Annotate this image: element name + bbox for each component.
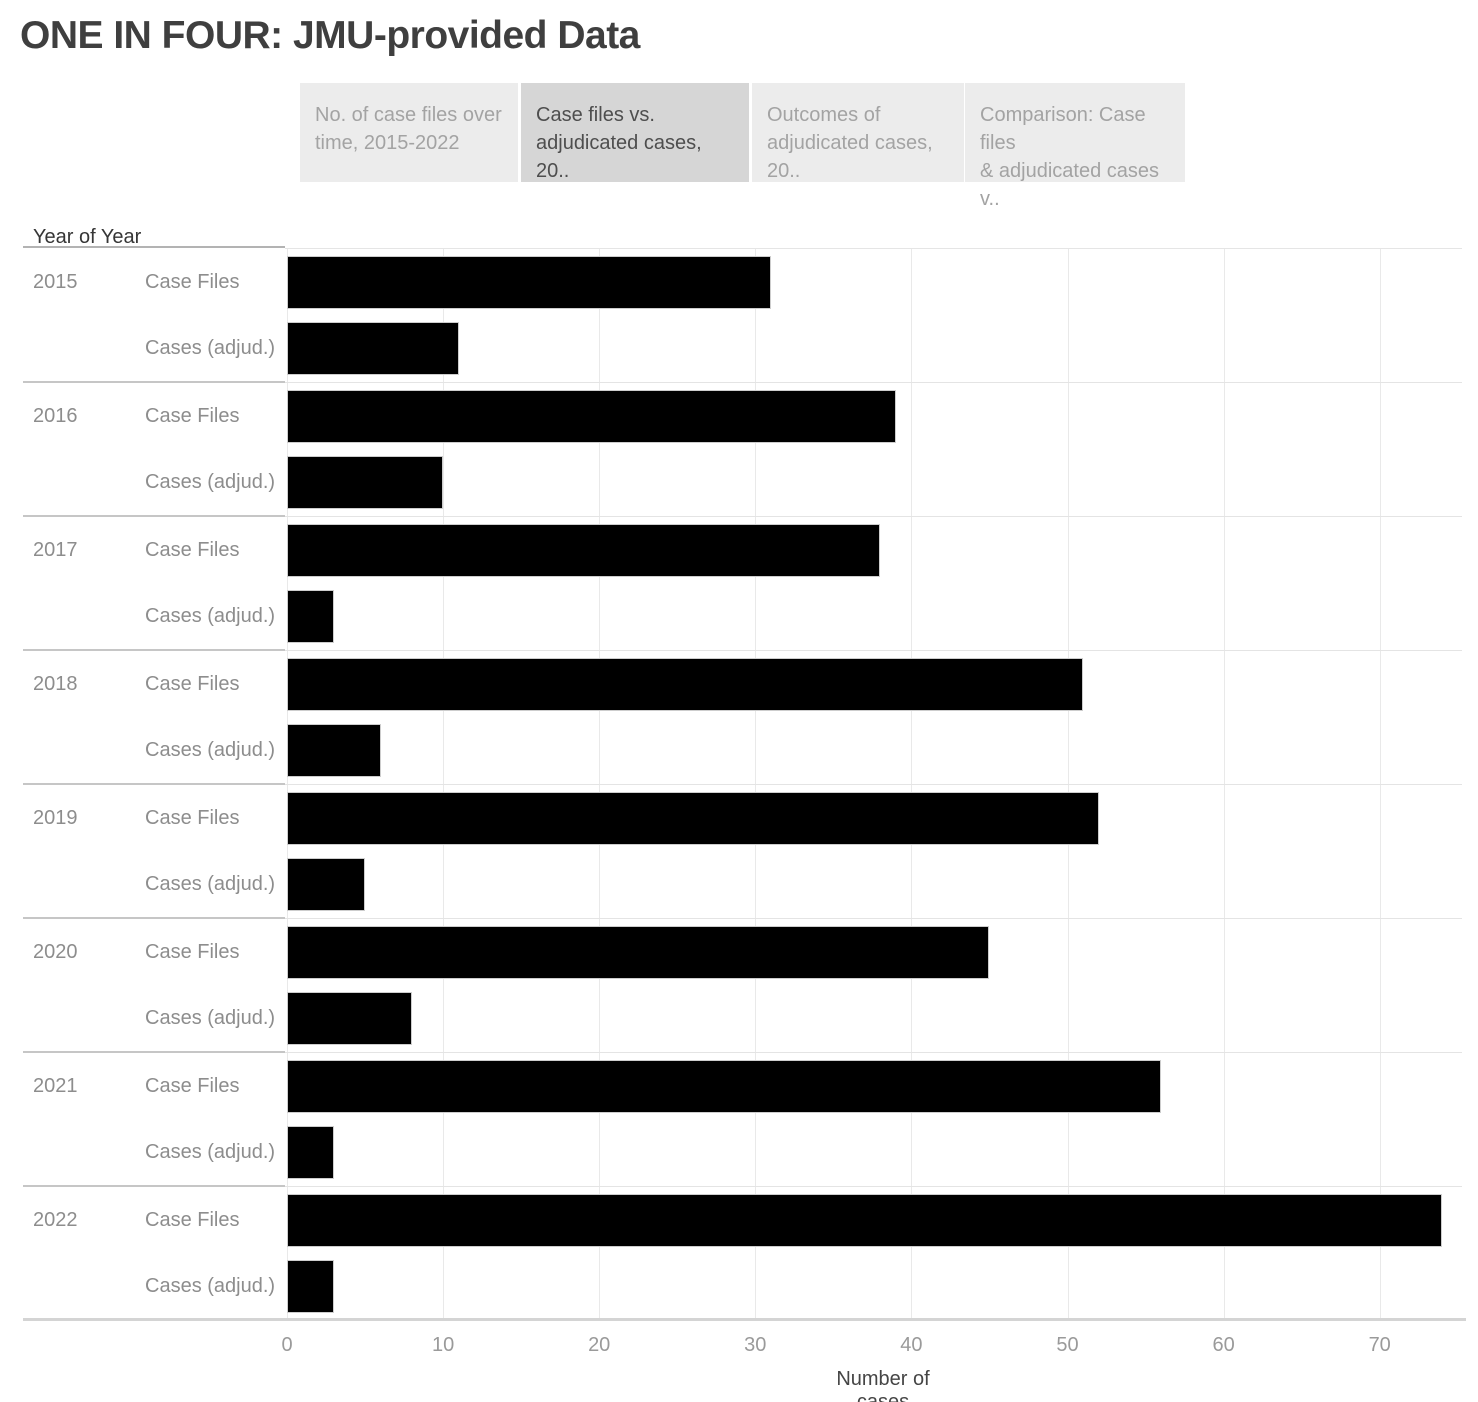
bar-cases-adjud-2020[interactable] bbox=[287, 992, 412, 1045]
row-header-year-of-year: Year of Year bbox=[33, 226, 142, 248]
tab-case-files-vs-adjudicated[interactable]: Case files vs. adjudicated cases, 20.. bbox=[521, 83, 749, 182]
series-label-case-files: Case Files bbox=[145, 539, 240, 561]
tab-label-line: adjudicated cases, 20.. bbox=[767, 132, 933, 182]
tab-label-line: adjudicated cases, 20.. bbox=[536, 132, 702, 182]
year-label-2022: 2022 bbox=[33, 1209, 78, 1231]
series-label-cases-adjud: Cases (adjud.) bbox=[145, 337, 276, 359]
bar-case-files-2015[interactable] bbox=[287, 256, 771, 309]
x-tick-60: 60 bbox=[1212, 1334, 1235, 1356]
gridline-60 bbox=[1223, 249, 1225, 1318]
series-label-cases-adjud: Cases (adjud.) bbox=[145, 739, 276, 761]
bar-case-files-2019[interactable] bbox=[287, 792, 1099, 845]
year-label-2017: 2017 bbox=[33, 539, 78, 561]
year-separator-right bbox=[285, 516, 1462, 517]
year-separator-left bbox=[23, 381, 285, 383]
x-tick-40: 40 bbox=[900, 1334, 923, 1356]
tab-label-line: time, 2015-2022 bbox=[315, 132, 460, 154]
tab-label-line: Case files vs. bbox=[536, 104, 655, 126]
series-label-case-files: Case Files bbox=[145, 405, 240, 427]
year-separator-right bbox=[285, 1052, 1462, 1053]
x-tick-0: 0 bbox=[281, 1334, 293, 1356]
year-label-2020: 2020 bbox=[33, 941, 78, 963]
series-label-case-files: Case Files bbox=[145, 941, 240, 963]
x-tick-30: 30 bbox=[744, 1334, 767, 1356]
tab-label-line: No. of case files over bbox=[315, 104, 502, 126]
year-separator-right bbox=[285, 784, 1462, 785]
gridline-30 bbox=[755, 249, 757, 1318]
x-tick-70: 70 bbox=[1368, 1334, 1391, 1356]
bar-cases-adjud-2017[interactable] bbox=[287, 590, 334, 643]
bar-cases-adjud-2019[interactable] bbox=[287, 858, 365, 911]
tab-label-line: Comparison: Case files bbox=[980, 104, 1146, 154]
bar-cases-adjud-2022[interactable] bbox=[287, 1260, 334, 1313]
bar-case-files-2021[interactable] bbox=[287, 1060, 1161, 1113]
series-label-case-files: Case Files bbox=[145, 807, 240, 829]
year-separator-right bbox=[285, 650, 1462, 651]
x-tick-20: 20 bbox=[588, 1334, 611, 1356]
year-separator-left bbox=[23, 783, 285, 785]
series-label-case-files: Case Files bbox=[145, 1075, 240, 1097]
row-header-underline bbox=[23, 246, 285, 248]
series-label-cases-adjud: Cases (adjud.) bbox=[145, 1007, 276, 1029]
gridline-70 bbox=[1379, 249, 1381, 1318]
gridline-40 bbox=[911, 249, 913, 1318]
series-label-case-files: Case Files bbox=[145, 673, 240, 695]
x-axis-line bbox=[23, 1318, 1466, 1321]
gridline-50 bbox=[1067, 249, 1069, 1318]
tab-label-line: & adjudicated cases v.. bbox=[980, 160, 1160, 210]
series-label-cases-adjud: Cases (adjud.) bbox=[145, 471, 276, 493]
bar-case-files-2016[interactable] bbox=[287, 390, 896, 443]
x-axis-title: Number of cases bbox=[836, 1368, 930, 1402]
year-label-2016: 2016 bbox=[33, 405, 78, 427]
year-separator-left bbox=[23, 1051, 285, 1053]
year-separator-right bbox=[285, 382, 1462, 383]
tab-label-line: Outcomes of bbox=[767, 104, 881, 126]
year-label-2018: 2018 bbox=[33, 673, 78, 695]
bar-case-files-2020[interactable] bbox=[287, 926, 989, 979]
bar-case-files-2017[interactable] bbox=[287, 524, 880, 577]
year-separator-right bbox=[285, 918, 1462, 919]
tab-comparison[interactable]: Comparison: Case files & adjudicated cas… bbox=[965, 83, 1185, 210]
bar-case-files-2022[interactable] bbox=[287, 1194, 1442, 1247]
gridline-0 bbox=[287, 249, 288, 1318]
bar-cases-adjud-2015[interactable] bbox=[287, 322, 459, 375]
tab-no-of-case-files-over-time[interactable]: No. of case files over time, 2015-2022 bbox=[300, 83, 518, 182]
year-separator-left bbox=[23, 515, 285, 517]
series-label-case-files: Case Files bbox=[145, 1209, 240, 1231]
series-label-case-files: Case Files bbox=[145, 271, 240, 293]
bar-case-files-2018[interactable] bbox=[287, 658, 1083, 711]
bar-cases-adjud-2018[interactable] bbox=[287, 724, 381, 777]
year-separator-right bbox=[285, 1186, 1462, 1187]
gridline-20 bbox=[599, 249, 601, 1318]
tab-outcomes-of-adjudicated[interactable]: Outcomes of adjudicated cases, 20.. bbox=[752, 83, 964, 182]
series-label-cases-adjud: Cases (adjud.) bbox=[145, 1141, 276, 1163]
year-label-2021: 2021 bbox=[33, 1075, 78, 1097]
year-separator-left bbox=[23, 649, 285, 651]
year-separator-left bbox=[23, 1185, 285, 1187]
page-title: ONE IN FOUR: JMU-provided Data bbox=[20, 14, 640, 57]
series-label-cases-adjud: Cases (adjud.) bbox=[145, 605, 276, 627]
plot-top-border bbox=[285, 248, 1462, 249]
year-label-2019: 2019 bbox=[33, 807, 78, 829]
bar-cases-adjud-2016[interactable] bbox=[287, 456, 443, 509]
year-separator-left bbox=[23, 917, 285, 919]
x-tick-50: 50 bbox=[1056, 1334, 1079, 1356]
gridline-10 bbox=[443, 249, 445, 1318]
bar-cases-adjud-2021[interactable] bbox=[287, 1126, 334, 1179]
series-label-cases-adjud: Cases (adjud.) bbox=[145, 873, 276, 895]
x-tick-10: 10 bbox=[431, 1334, 455, 1356]
series-label-cases-adjud: Cases (adjud.) bbox=[145, 1275, 276, 1297]
year-label-2015: 2015 bbox=[33, 271, 78, 293]
